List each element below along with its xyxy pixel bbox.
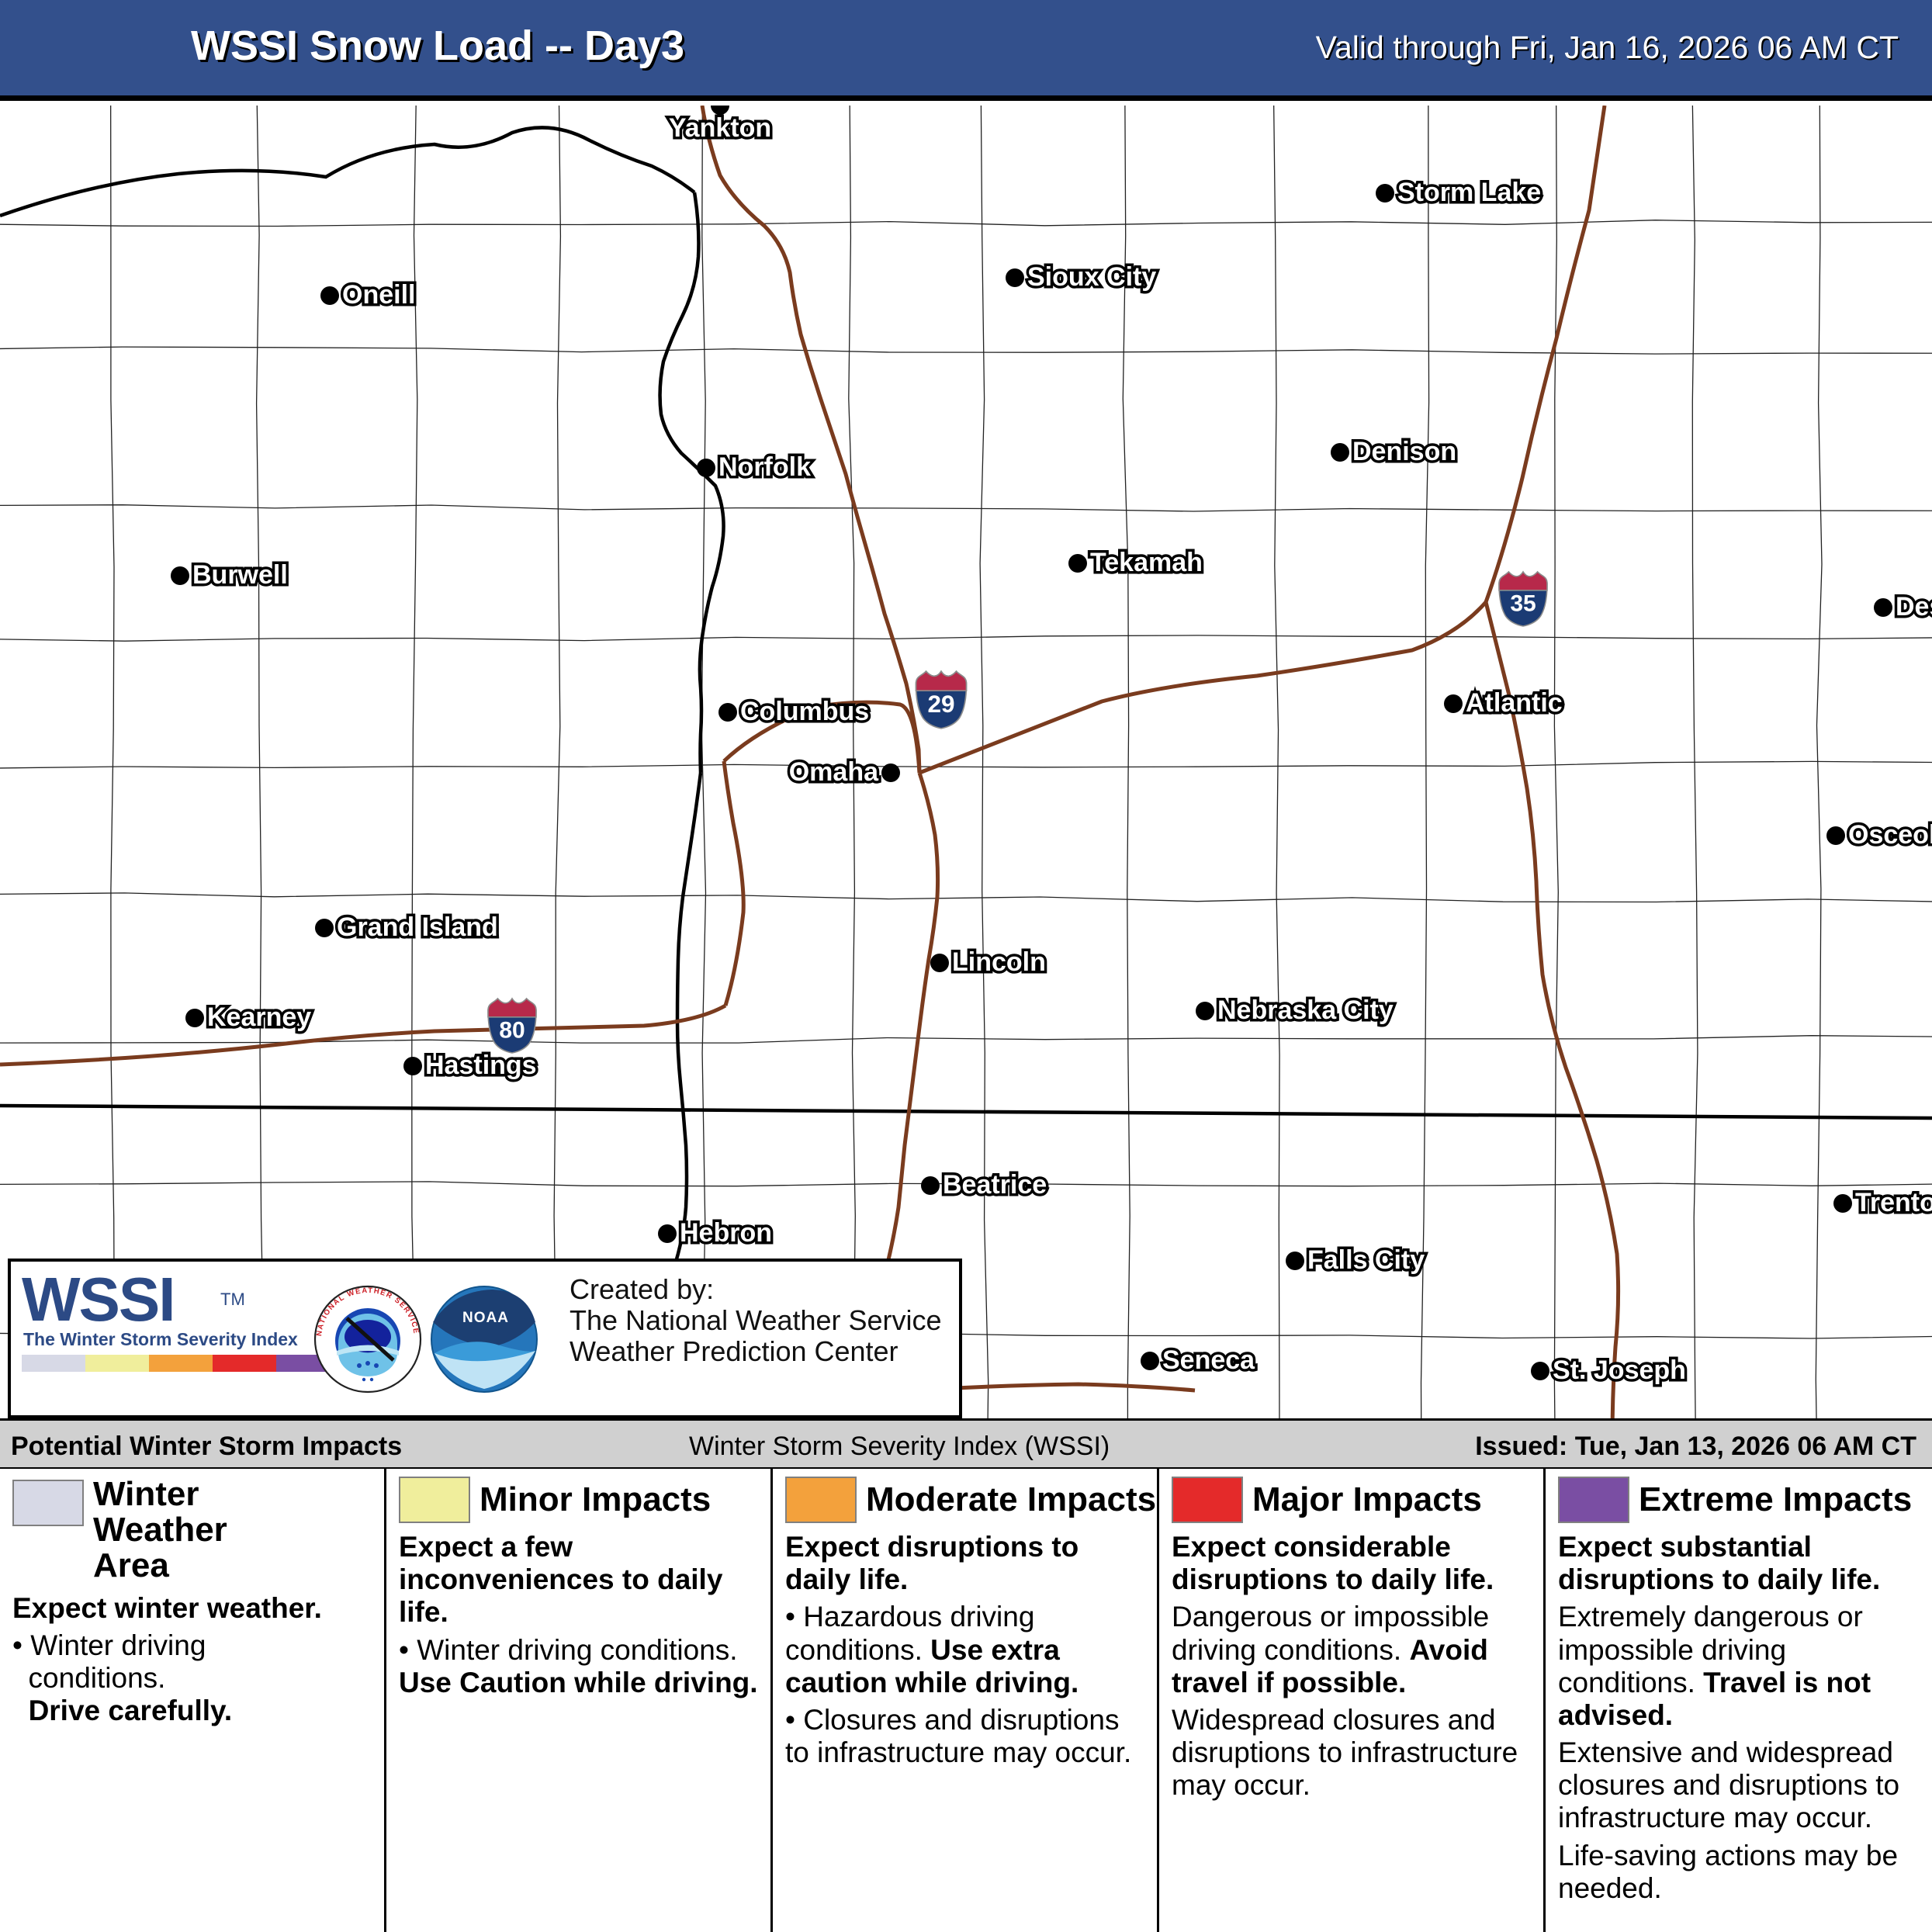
svg-text:35: 35 — [1510, 590, 1536, 616]
svg-text:Des Moines: Des Moines — [1896, 592, 1932, 621]
svg-text:Norfolk: Norfolk — [718, 452, 811, 482]
svg-text:Trenton: Trenton — [1855, 1188, 1932, 1217]
svg-text:Denison: Denison — [1352, 437, 1456, 466]
svg-text:Columbus: Columbus — [740, 697, 869, 726]
svg-text:Atlantic: Atlantic — [1466, 688, 1563, 718]
svg-text:Yankton: Yankton — [669, 113, 771, 143]
svg-text:The Winter Storm Severity Inde: The Winter Storm Severity Index — [23, 1329, 298, 1349]
svg-text:Nebraska City: Nebraska City — [1217, 995, 1394, 1025]
svg-text:Lincoln: Lincoln — [952, 947, 1046, 977]
svg-text:Storm Lake: Storm Lake — [1397, 178, 1541, 207]
svg-text:Grand Island: Grand Island — [337, 912, 498, 942]
svg-text:Sioux City: Sioux City — [1027, 262, 1156, 292]
svg-text:The National Weather Service: The National Weather Service — [570, 1304, 942, 1336]
svg-text:Hebron: Hebron — [680, 1218, 772, 1248]
svg-text:Kearney: Kearney — [207, 1002, 311, 1032]
svg-text:Seneca: Seneca — [1162, 1345, 1255, 1375]
svg-text:Hastings: Hastings — [425, 1051, 537, 1080]
svg-text:Burwell: Burwell — [192, 560, 288, 590]
svg-text:Osceola: Osceola — [1848, 820, 1932, 850]
svg-text:St. Joseph: St. Joseph — [1553, 1356, 1686, 1385]
svg-text:Created by:: Created by: — [570, 1273, 714, 1305]
svg-text:29: 29 — [927, 690, 954, 718]
svg-text:Falls City: Falls City — [1307, 1245, 1425, 1275]
svg-text:NOAA: NOAA — [462, 1310, 509, 1326]
svg-text:TM: TM — [220, 1290, 245, 1309]
svg-text:Beatrice: Beatrice — [943, 1170, 1047, 1200]
svg-text:WSSI: WSSI — [22, 1265, 174, 1334]
svg-text:80: 80 — [499, 1017, 525, 1043]
svg-text:Oneill: Oneill — [342, 280, 415, 310]
svg-text:Omaha: Omaha — [789, 757, 879, 787]
svg-text:Tekamah: Tekamah — [1090, 548, 1203, 577]
svg-text:Weather Prediction Center: Weather Prediction Center — [570, 1335, 898, 1367]
